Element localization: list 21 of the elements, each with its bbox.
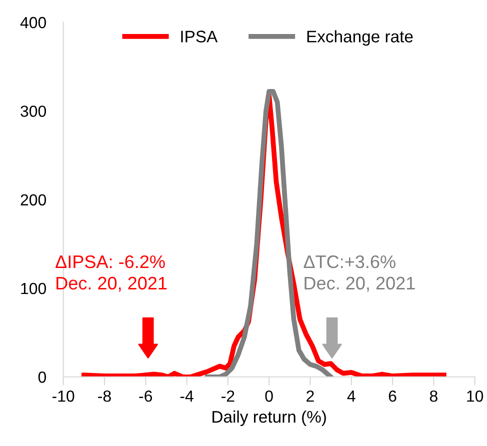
y-tick-label: 200: [20, 194, 46, 206]
x-tick-label: -6: [139, 390, 152, 402]
x-tick-label: -2: [222, 390, 234, 402]
x-axis-title: Daily return (%): [212, 410, 326, 426]
legend-label: IPSA: [181, 30, 218, 42]
x-tick-label: 8: [430, 390, 438, 402]
annotation: ΔIPSA: -6.2% Dec. 20, 2021: [56, 255, 167, 292]
y-tick-label: 0: [38, 372, 46, 383]
x-tick-label: 0: [265, 390, 273, 402]
x-tick-label: 6: [388, 390, 396, 402]
x-tick-label: 10: [467, 390, 484, 402]
y-tick-label: 300: [20, 106, 46, 117]
x-tick-label: -4: [180, 390, 194, 402]
legend-label: Exchange rate: [307, 30, 413, 46]
annotation: ΔTC:+3.6% Dec. 20, 2021: [304, 255, 415, 292]
x-tick-label: -8: [98, 390, 111, 402]
x-tick-label: 2: [306, 390, 314, 402]
x-tick-label: -10: [52, 390, 74, 402]
x-tick-label: 4: [347, 390, 356, 402]
y-tick-label: 400: [20, 16, 46, 28]
y-tick-label: 100: [21, 282, 46, 294]
